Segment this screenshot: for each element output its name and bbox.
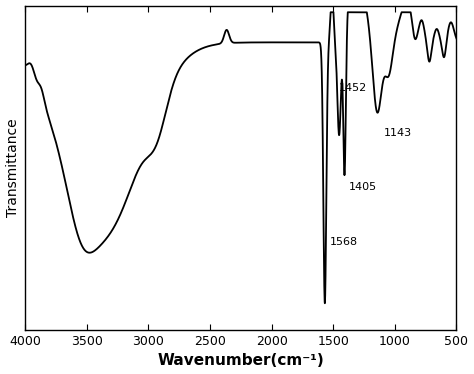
Text: 1405: 1405 [348,181,377,191]
Y-axis label: Transmittance: Transmittance [6,119,19,217]
X-axis label: Wavenumber(cm⁻¹): Wavenumber(cm⁻¹) [157,353,324,368]
Text: 1452: 1452 [339,83,367,93]
Text: 1143: 1143 [384,128,412,138]
Text: 1568: 1568 [329,237,358,247]
